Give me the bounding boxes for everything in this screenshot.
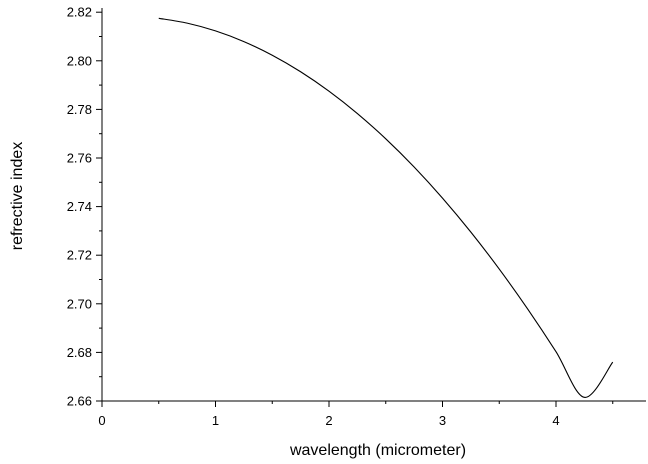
y-tick-label: 2.70 <box>67 296 92 311</box>
x-ticks: 0 1 2 3 4 <box>98 401 614 428</box>
x-tick-label: 2 <box>325 413 332 428</box>
y-tick-label: 2.72 <box>67 248 92 263</box>
x-tick-label: 1 <box>212 413 219 428</box>
x-axis-title: wavelength (micrometer) <box>289 442 466 459</box>
y-ticks: 2.66 2.68 2.70 2.72 2.74 2.76 2.78 2.80 2.82 <box>67 5 102 409</box>
axes <box>101 8 646 402</box>
y-tick-label: 2.66 <box>67 394 92 409</box>
y-tick-label: 2.76 <box>67 151 92 166</box>
y-tick-label: 2.68 <box>67 345 92 360</box>
x-tick-label: 3 <box>439 413 446 428</box>
x-tick-label: 0 <box>98 413 105 428</box>
y-tick-label: 2.82 <box>67 5 92 20</box>
y-tick-label: 2.78 <box>67 102 92 117</box>
series-group <box>158 17 614 398</box>
x-tick-label: 4 <box>552 413 559 428</box>
y-tick-label: 2.74 <box>67 199 92 214</box>
y-axis-title: refrective index <box>9 142 26 251</box>
y-tick-label: 2.80 <box>67 53 92 68</box>
series-line <box>158 17 614 398</box>
